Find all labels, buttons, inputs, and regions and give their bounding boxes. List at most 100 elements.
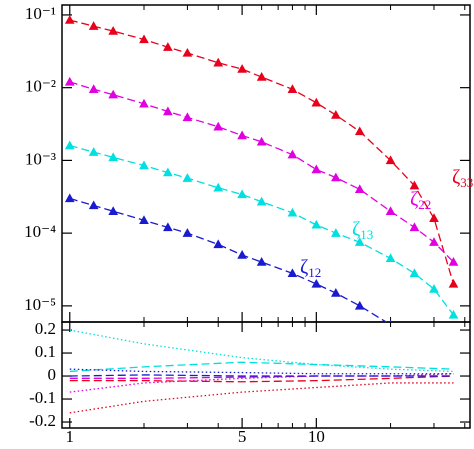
marker bbox=[409, 222, 420, 232]
marker bbox=[287, 268, 298, 278]
marker bbox=[88, 147, 99, 156]
top-frame bbox=[61, 4, 471, 323]
marker bbox=[331, 110, 341, 119]
series-line bbox=[69, 382, 454, 414]
y-tick-label: 10⁻³ bbox=[25, 149, 56, 168]
y-tick-label: 10⁻¹ bbox=[25, 4, 56, 23]
marker bbox=[64, 15, 75, 24]
marker bbox=[448, 278, 459, 288]
plot-area bbox=[64, 15, 459, 322]
marker bbox=[139, 215, 149, 225]
series-line bbox=[69, 144, 455, 316]
label-subscript: 12 bbox=[308, 265, 321, 280]
marker bbox=[88, 21, 99, 30]
series-line bbox=[69, 329, 454, 373]
label-symbol: ζ bbox=[300, 256, 308, 278]
series-line bbox=[69, 197, 388, 322]
y-tick-label: -0.2 bbox=[29, 411, 56, 430]
marker bbox=[354, 126, 365, 136]
series-label: ζ12 bbox=[300, 256, 321, 280]
marker bbox=[331, 172, 341, 182]
marker bbox=[213, 239, 224, 249]
marker bbox=[311, 97, 322, 107]
marker bbox=[448, 257, 459, 266]
y-tick-label: 0 bbox=[48, 365, 57, 384]
marker bbox=[64, 193, 75, 203]
marker bbox=[237, 189, 247, 199]
marker bbox=[237, 130, 247, 140]
marker bbox=[354, 184, 365, 194]
marker bbox=[331, 288, 341, 297]
marker bbox=[256, 196, 267, 206]
marker bbox=[163, 106, 173, 116]
y-tick-label: 10⁻⁵ bbox=[24, 295, 56, 314]
label-symbol: ζ bbox=[452, 166, 460, 188]
x-tick-label: 1 bbox=[66, 427, 75, 444]
marker bbox=[108, 206, 119, 215]
marker bbox=[354, 300, 365, 310]
marker bbox=[311, 164, 322, 174]
marker bbox=[88, 200, 99, 210]
y-tick-label: 10⁻⁴ bbox=[24, 222, 56, 241]
marker bbox=[331, 228, 341, 237]
marker bbox=[448, 309, 459, 319]
x-tick-label: 5 bbox=[238, 427, 247, 444]
label-symbol: ζ bbox=[352, 218, 360, 240]
marker bbox=[354, 237, 365, 246]
marker bbox=[287, 149, 298, 159]
marker bbox=[139, 98, 149, 108]
marker bbox=[311, 278, 322, 288]
y-tick-label: -0.1 bbox=[29, 388, 56, 407]
marker bbox=[182, 228, 193, 237]
marker bbox=[385, 253, 396, 263]
marker bbox=[108, 26, 119, 35]
series-line bbox=[69, 19, 455, 285]
marker bbox=[287, 207, 298, 217]
marker bbox=[409, 180, 420, 190]
series-line bbox=[69, 81, 454, 263]
marker bbox=[237, 249, 247, 259]
marker bbox=[256, 136, 267, 146]
marker bbox=[139, 34, 149, 44]
bottom-frame bbox=[61, 321, 471, 429]
marker bbox=[385, 155, 396, 165]
label-subscript: 22 bbox=[418, 197, 431, 212]
marker bbox=[409, 268, 420, 278]
series-line bbox=[69, 368, 454, 375]
marker bbox=[163, 167, 173, 177]
y-tick-label: 0.1 bbox=[35, 342, 56, 361]
marker bbox=[237, 64, 247, 73]
marker bbox=[163, 222, 173, 232]
marker bbox=[182, 173, 193, 182]
x-tick-label: 10 bbox=[308, 427, 325, 444]
marker bbox=[182, 47, 193, 57]
y-tick-label: 0.2 bbox=[35, 319, 56, 338]
marker bbox=[429, 284, 439, 293]
marker bbox=[213, 57, 224, 67]
marker bbox=[88, 84, 99, 93]
series-label: ζ13 bbox=[352, 218, 373, 242]
series-line bbox=[69, 361, 454, 373]
marker bbox=[311, 219, 322, 229]
plot-area bbox=[69, 329, 454, 414]
marker bbox=[287, 84, 298, 93]
series-label: ζ22 bbox=[410, 188, 431, 212]
series-label: ζ33 bbox=[452, 166, 473, 190]
marker bbox=[389, 319, 392, 322]
marker bbox=[429, 237, 439, 246]
marker bbox=[108, 89, 119, 99]
marker bbox=[64, 140, 75, 150]
series-line bbox=[69, 374, 454, 377]
marker bbox=[182, 112, 193, 122]
label-symbol: ζ bbox=[410, 188, 418, 210]
marker bbox=[64, 76, 75, 86]
marker bbox=[163, 42, 173, 51]
marker bbox=[429, 213, 439, 222]
marker bbox=[256, 72, 267, 81]
series-line bbox=[69, 375, 454, 383]
marker bbox=[385, 206, 396, 215]
label-subscript: 13 bbox=[360, 227, 373, 242]
marker bbox=[256, 257, 267, 266]
y-tick-label: 10⁻² bbox=[25, 77, 56, 96]
